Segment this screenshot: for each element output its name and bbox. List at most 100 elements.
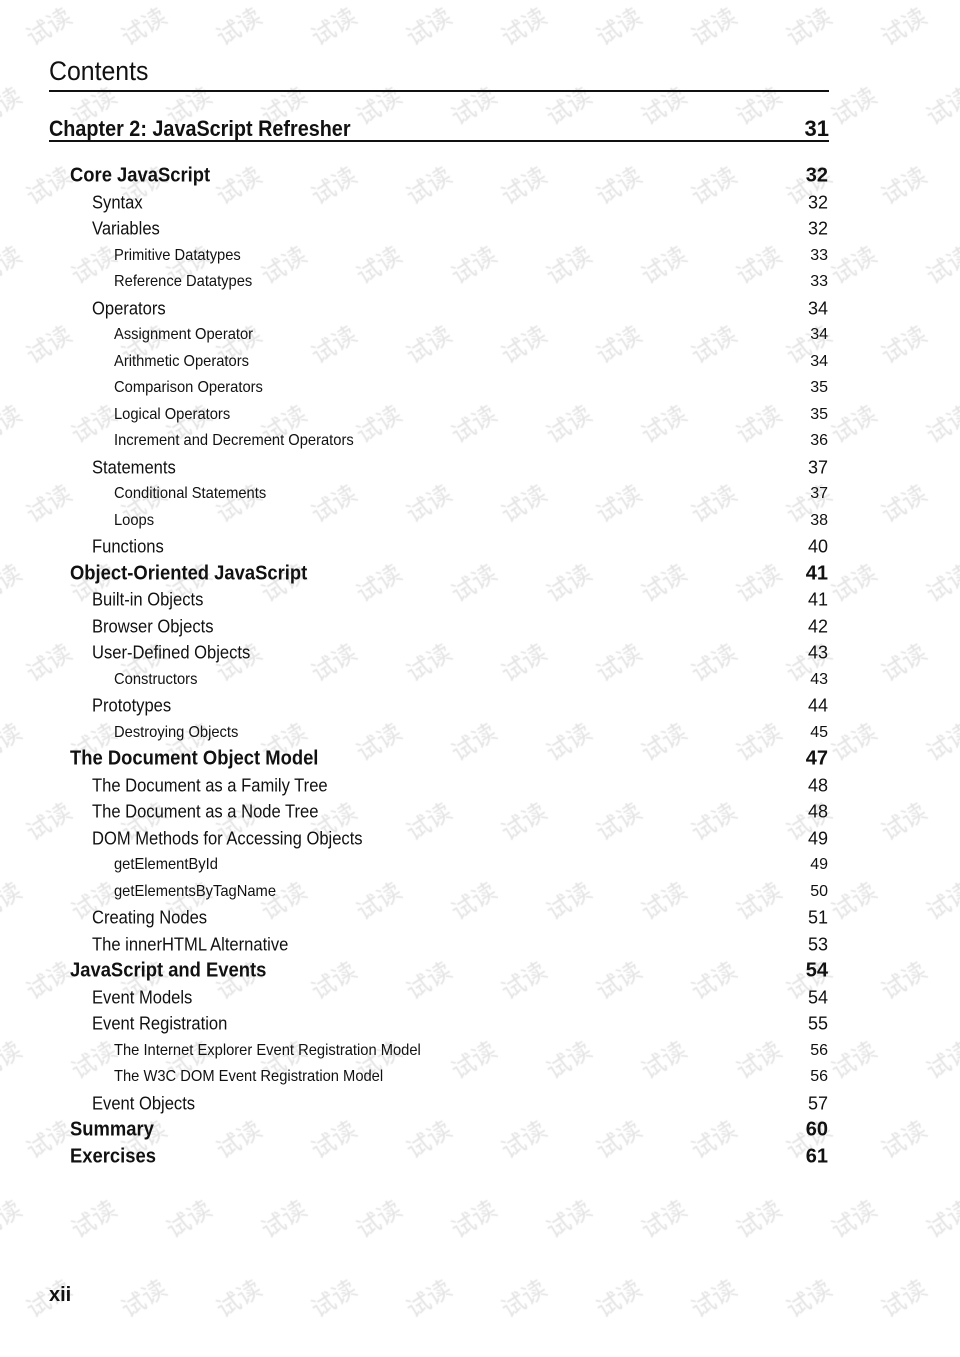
toc-entry-title: Arithmetic Operators <box>114 352 249 370</box>
toc-entry[interactable]: Summary 60 <box>0 1117 960 1144</box>
toc-entry[interactable]: Reference Datatypes 33 <box>0 269 960 296</box>
chapter-page: 31 <box>804 116 829 141</box>
toc-entry[interactable]: The innerHTML Alternative 53 <box>0 932 960 959</box>
toc-entry-page: 48 <box>807 775 828 796</box>
toc-entry-page: 54 <box>807 987 828 1008</box>
toc-entry[interactable]: Destroying Objects 45 <box>0 720 960 747</box>
toc-entry-page: 33 <box>810 273 828 291</box>
toc-entry[interactable]: Arithmetic Operators 34 <box>0 349 960 376</box>
toc-entry-title: The innerHTML Alternative <box>92 934 289 955</box>
toc-entry-page: 45 <box>810 723 828 741</box>
toc-entry-page: 33 <box>810 246 828 264</box>
toc-entry-page: 49 <box>807 828 828 849</box>
toc-entry[interactable]: Constructors 43 <box>0 667 960 694</box>
toc-entry-title: Reference Datatypes <box>114 273 253 291</box>
toc-entry-page: 57 <box>807 1093 828 1114</box>
toc-entry[interactable]: Exercises 61 <box>0 1144 960 1171</box>
toc-entry[interactable]: Object-Oriented JavaScript 41 <box>0 561 960 588</box>
toc-entry[interactable]: JavaScript and Events 54 <box>0 958 960 985</box>
toc-entry[interactable]: Increment and Decrement Operators 36 <box>0 428 960 455</box>
toc-entry[interactable]: getElementsByTagName 50 <box>0 879 960 906</box>
toc-entry-title: getElementsByTagName <box>114 882 277 900</box>
toc-entry-title: The W3C DOM Event Registration Model <box>114 1068 384 1086</box>
toc-entry-page: 61 <box>805 1145 828 1168</box>
toc-entry-title: User-Defined Objects <box>92 642 251 663</box>
toc-entry[interactable]: Browser Objects 42 <box>0 614 960 641</box>
toc-entry-page: 32 <box>807 218 828 239</box>
chapter-title: Chapter 2: JavaScript Refresher <box>49 116 351 141</box>
toc-entry[interactable]: Creating Nodes 51 <box>0 905 960 932</box>
toc-entry-page: 41 <box>807 589 828 610</box>
toc-entry[interactable]: Conditional Statements 37 <box>0 481 960 508</box>
toc-entry-title: Event Registration <box>92 1013 228 1034</box>
toc-entry[interactable]: User-Defined Objects 43 <box>0 640 960 667</box>
toc-entry[interactable]: Loops 38 <box>0 508 960 535</box>
toc-entry[interactable]: Statements 37 <box>0 455 960 482</box>
toc-entry-title: DOM Methods for Accessing Objects <box>92 828 363 849</box>
toc-entry-title: Operators <box>92 298 166 319</box>
toc-entry-title: The Document Object Model <box>70 747 319 770</box>
toc-entry-title: Creating Nodes <box>92 907 208 928</box>
toc-entry-page: 56 <box>810 1068 828 1086</box>
toc-entry-page: 32 <box>807 192 828 213</box>
toc-entry-title: Exercises <box>70 1145 156 1168</box>
toc-entry[interactable]: Built-in Objects 41 <box>0 587 960 614</box>
toc-entry-title: Built-in Objects <box>92 589 204 610</box>
toc-entry-title: Loops <box>114 511 155 529</box>
toc-entry-page: 35 <box>810 405 828 423</box>
toc-entry-title: Variables <box>92 218 160 239</box>
toc-entry[interactable]: The Document as a Family Tree 48 <box>0 773 960 800</box>
toc-entry-title: Statements <box>92 457 176 478</box>
toc-entry-page: 32 <box>805 164 828 187</box>
toc-entry-page: 36 <box>810 432 828 450</box>
toc-entry-title: Comparison Operators <box>114 379 263 397</box>
toc-entry[interactable]: Operators 34 <box>0 296 960 323</box>
toc-entry-title: Event Objects <box>92 1093 196 1114</box>
toc-entry[interactable]: Variables 32 <box>0 216 960 243</box>
toc-entry-title: Event Models <box>92 987 193 1008</box>
toc-entry-page: 60 <box>805 1118 828 1141</box>
toc-entry-page: 55 <box>807 1013 828 1034</box>
toc-entry[interactable]: Assignment Operator 34 <box>0 322 960 349</box>
toc-entry-title: Primitive Datatypes <box>114 246 241 264</box>
toc-entry-title: getElementById <box>114 856 218 874</box>
toc-entry[interactable]: DOM Methods for Accessing Objects 49 <box>0 826 960 853</box>
toc-entry-page: 51 <box>807 907 828 928</box>
toc-entry-title: Conditional Statements <box>114 485 267 503</box>
toc-entry[interactable]: Core JavaScript 32 <box>0 163 960 190</box>
toc-entry[interactable]: Event Registration 55 <box>0 1011 960 1038</box>
toc-entry-title: Core JavaScript <box>70 164 211 187</box>
toc-entry[interactable]: Syntax 32 <box>0 190 960 217</box>
toc-entry-page: 56 <box>810 1041 828 1059</box>
toc-entry[interactable]: The W3C DOM Event Registration Model 56 <box>0 1064 960 1091</box>
toc-entry-page: 54 <box>805 959 828 982</box>
toc-entry-title: Logical Operators <box>114 405 231 423</box>
toc-entry[interactable]: Event Objects 57 <box>0 1091 960 1118</box>
toc-entry-title: Assignment Operator <box>114 326 254 344</box>
toc-entry[interactable]: The Document as a Node Tree 48 <box>0 799 960 826</box>
toc-entry[interactable]: Event Models 54 <box>0 985 960 1012</box>
toc-entry-title: JavaScript and Events <box>70 959 267 982</box>
toc-entry[interactable]: Comparison Operators 35 <box>0 375 960 402</box>
toc-entry-title: Constructors <box>114 670 198 688</box>
toc-entry-page: 48 <box>807 801 828 822</box>
toc-entry-page: 38 <box>810 511 828 529</box>
toc-entry[interactable]: Primitive Datatypes 33 <box>0 243 960 270</box>
toc-entry-page: 44 <box>807 695 828 716</box>
toc-entry-page: 49 <box>810 856 828 874</box>
toc-entry-title: The Internet Explorer Event Registration… <box>114 1041 421 1059</box>
toc-entry[interactable]: Logical Operators 35 <box>0 402 960 429</box>
chapter-heading[interactable]: Chapter 2: JavaScript Refresher 31 <box>49 116 829 142</box>
toc-entry[interactable]: The Document Object Model 47 <box>0 746 960 773</box>
toc-list: Core JavaScript 32 Syntax 32 Variables 32 Prim… <box>0 163 960 1170</box>
toc-entry-title: Summary <box>70 1118 154 1141</box>
toc-entry[interactable]: getElementById 49 <box>0 852 960 879</box>
toc-entry-page: 41 <box>805 562 828 585</box>
toc-entry[interactable]: The Internet Explorer Event Registration… <box>0 1038 960 1065</box>
toc-entry-title: Object-Oriented JavaScript <box>70 562 308 585</box>
toc-entry[interactable]: Prototypes 44 <box>0 693 960 720</box>
toc-entry[interactable]: Functions 40 <box>0 534 960 561</box>
toc-entry-title: Increment and Decrement Operators <box>114 432 354 450</box>
toc-entry-page: 34 <box>810 326 828 344</box>
toc-entry-page: 34 <box>810 352 828 370</box>
